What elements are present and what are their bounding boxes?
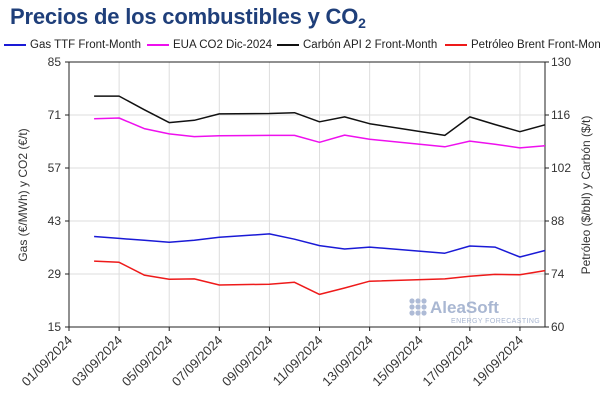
aleasoft-logo-icon xyxy=(409,298,427,316)
y-left-tick-2: 43 xyxy=(48,214,62,228)
y-left-tick-3: 57 xyxy=(48,161,62,175)
y-axis-right: 60 74 88 102 116 130 xyxy=(545,55,571,334)
grid xyxy=(68,61,545,328)
legend-label-gas: Gas TTF Front-Month xyxy=(30,39,141,51)
legend-label-brent: Petróleo Brent Front-Month xyxy=(471,39,600,51)
legend-swatch-coal xyxy=(277,44,299,46)
x-axis: 01/09/202403/09/202405/09/202407/09/2024… xyxy=(18,327,526,389)
watermark-tagline: ENERGY FORECASTING xyxy=(451,318,540,325)
y-left-tick-5: 85 xyxy=(48,55,62,69)
series-lines xyxy=(94,95,546,296)
series-line-1 xyxy=(94,117,546,149)
series-line-2 xyxy=(94,95,546,137)
plot-frame xyxy=(68,61,546,328)
series-line-0 xyxy=(94,233,546,258)
x-tick-5: 11/09/2024 xyxy=(270,333,326,389)
legend-item-brent[interactable]: Petróleo Brent Front-Month xyxy=(445,37,600,53)
y-right-tick-0: 60 xyxy=(551,320,565,334)
y-axis-left-label: Gas (€/MWh) y CO2 (€/t) xyxy=(16,128,30,261)
x-tick-9: 19/09/2024 xyxy=(469,333,526,390)
x-tick-7: 15/09/2024 xyxy=(369,333,426,390)
y-axis-right-label: Petróleo ($/bbl) y Carbón ($/t) xyxy=(579,116,593,275)
y-left-tick-0: 15 xyxy=(48,320,62,334)
x-tick-4: 09/09/2024 xyxy=(219,333,276,390)
legend-swatch-brent xyxy=(445,44,467,46)
y-axis-left: 15 29 43 57 71 85 xyxy=(48,55,69,334)
watermark-brand: AleaSoft xyxy=(430,298,499,317)
watermark: AleaSoft ENERGY FORECASTING xyxy=(409,298,540,325)
x-tick-2: 05/09/2024 xyxy=(119,333,176,390)
legend-item-eua[interactable]: EUA CO2 Dic-2024 xyxy=(147,37,272,53)
x-tick-6: 13/09/2024 xyxy=(319,333,376,390)
y-right-tick-4: 116 xyxy=(551,108,570,122)
legend-label-eua: EUA CO2 Dic-2024 xyxy=(173,39,273,51)
x-tick-8: 17/09/2024 xyxy=(419,333,476,390)
legend-label-coal: Carbón API 2 Front-Month xyxy=(303,39,438,51)
y-right-tick-5: 130 xyxy=(551,55,571,69)
legend-swatch-eua xyxy=(147,44,169,46)
y-left-tick-1: 29 xyxy=(48,267,62,281)
legend-item-coal[interactable]: Carbón API 2 Front-Month xyxy=(277,37,437,53)
y-right-tick-1: 74 xyxy=(551,267,565,281)
plot-border xyxy=(68,61,546,328)
y-left-tick-4: 71 xyxy=(48,108,62,122)
series-line-3 xyxy=(94,260,546,296)
y-right-tick-2: 88 xyxy=(551,214,565,228)
y-right-tick-3: 102 xyxy=(551,161,571,175)
x-tick-1: 03/09/2024 xyxy=(69,333,126,390)
x-tick-0: 01/09/2024 xyxy=(18,333,75,390)
legend-item-gas[interactable]: Gas TTF Front-Month xyxy=(4,37,141,53)
legend: Gas TTF Front-Month EUA CO2 Dic-2024 Car… xyxy=(4,37,600,53)
legend-swatch-gas xyxy=(4,44,26,46)
chart-title: Precios de los combustibles y CO2 xyxy=(10,4,366,31)
x-tick-3: 07/09/2024 xyxy=(169,333,226,390)
